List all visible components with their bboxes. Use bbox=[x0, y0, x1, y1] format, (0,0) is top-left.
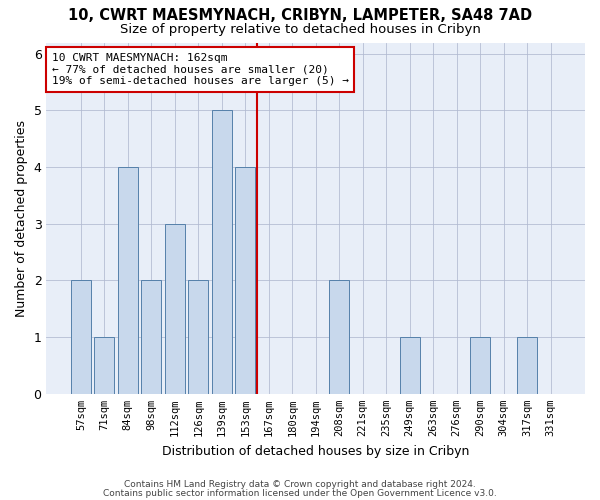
Bar bbox=[94, 337, 115, 394]
Bar bbox=[71, 280, 91, 394]
Text: Contains public sector information licensed under the Open Government Licence v3: Contains public sector information licen… bbox=[103, 488, 497, 498]
Bar bbox=[235, 167, 255, 394]
X-axis label: Distribution of detached houses by size in Cribyn: Distribution of detached houses by size … bbox=[162, 444, 469, 458]
Bar bbox=[165, 224, 185, 394]
Bar bbox=[517, 337, 537, 394]
Bar bbox=[188, 280, 208, 394]
Bar bbox=[400, 337, 419, 394]
Y-axis label: Number of detached properties: Number of detached properties bbox=[15, 120, 28, 316]
Bar bbox=[470, 337, 490, 394]
Bar bbox=[212, 110, 232, 394]
Bar bbox=[329, 280, 349, 394]
Text: Contains HM Land Registry data © Crown copyright and database right 2024.: Contains HM Land Registry data © Crown c… bbox=[124, 480, 476, 489]
Bar bbox=[142, 280, 161, 394]
Bar bbox=[118, 167, 138, 394]
Text: Size of property relative to detached houses in Cribyn: Size of property relative to detached ho… bbox=[119, 22, 481, 36]
Text: 10 CWRT MAESMYNACH: 162sqm
← 77% of detached houses are smaller (20)
19% of semi: 10 CWRT MAESMYNACH: 162sqm ← 77% of deta… bbox=[52, 53, 349, 86]
Text: 10, CWRT MAESMYNACH, CRIBYN, LAMPETER, SA48 7AD: 10, CWRT MAESMYNACH, CRIBYN, LAMPETER, S… bbox=[68, 8, 532, 22]
